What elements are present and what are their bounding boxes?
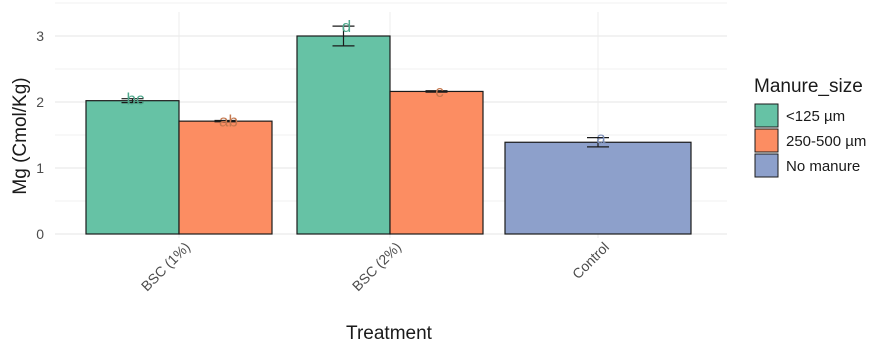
significance-label: d xyxy=(342,17,351,36)
y-tick-label: 2 xyxy=(36,94,44,110)
x-tick-label: BSC (1%) xyxy=(138,239,193,294)
bar xyxy=(389,90,484,235)
y-tick-label: 1 xyxy=(36,160,44,176)
bar xyxy=(178,120,273,235)
legend-key xyxy=(754,128,779,153)
significance-labels: bc d ab c a xyxy=(127,17,607,148)
legend-label: <125 µm xyxy=(786,108,845,125)
legend-label: 250-500 µm xyxy=(786,133,866,150)
x-tick-label: Control xyxy=(569,239,612,282)
bar xyxy=(85,100,180,235)
significance-label: c xyxy=(435,82,444,101)
x-axis-title: Treatment xyxy=(346,323,433,344)
legend-key xyxy=(754,153,779,178)
legend-key xyxy=(754,103,779,128)
y-tick-label: 0 xyxy=(36,226,44,242)
x-tick-label: BSC (2%) xyxy=(349,239,404,294)
error-bars xyxy=(121,25,609,148)
y-tick-label: 3 xyxy=(36,28,44,44)
legend-label: No manure xyxy=(786,158,860,175)
legend: Manure_size <125 µm 250-500 µm No manure xyxy=(754,76,866,178)
significance-label: a xyxy=(596,129,606,148)
legend-title: Manure_size xyxy=(754,76,863,97)
bars xyxy=(85,35,692,235)
bar xyxy=(296,35,391,235)
significance-label: bc xyxy=(127,90,145,109)
y-axis-ticks: 0 1 2 3 xyxy=(36,28,44,242)
y-axis-title: Mg (Cmol/Kg) xyxy=(10,77,31,194)
significance-label: ab xyxy=(219,111,238,130)
x-axis-ticks: BSC (1%) BSC (2%) Control xyxy=(138,239,612,294)
bar xyxy=(504,141,692,235)
